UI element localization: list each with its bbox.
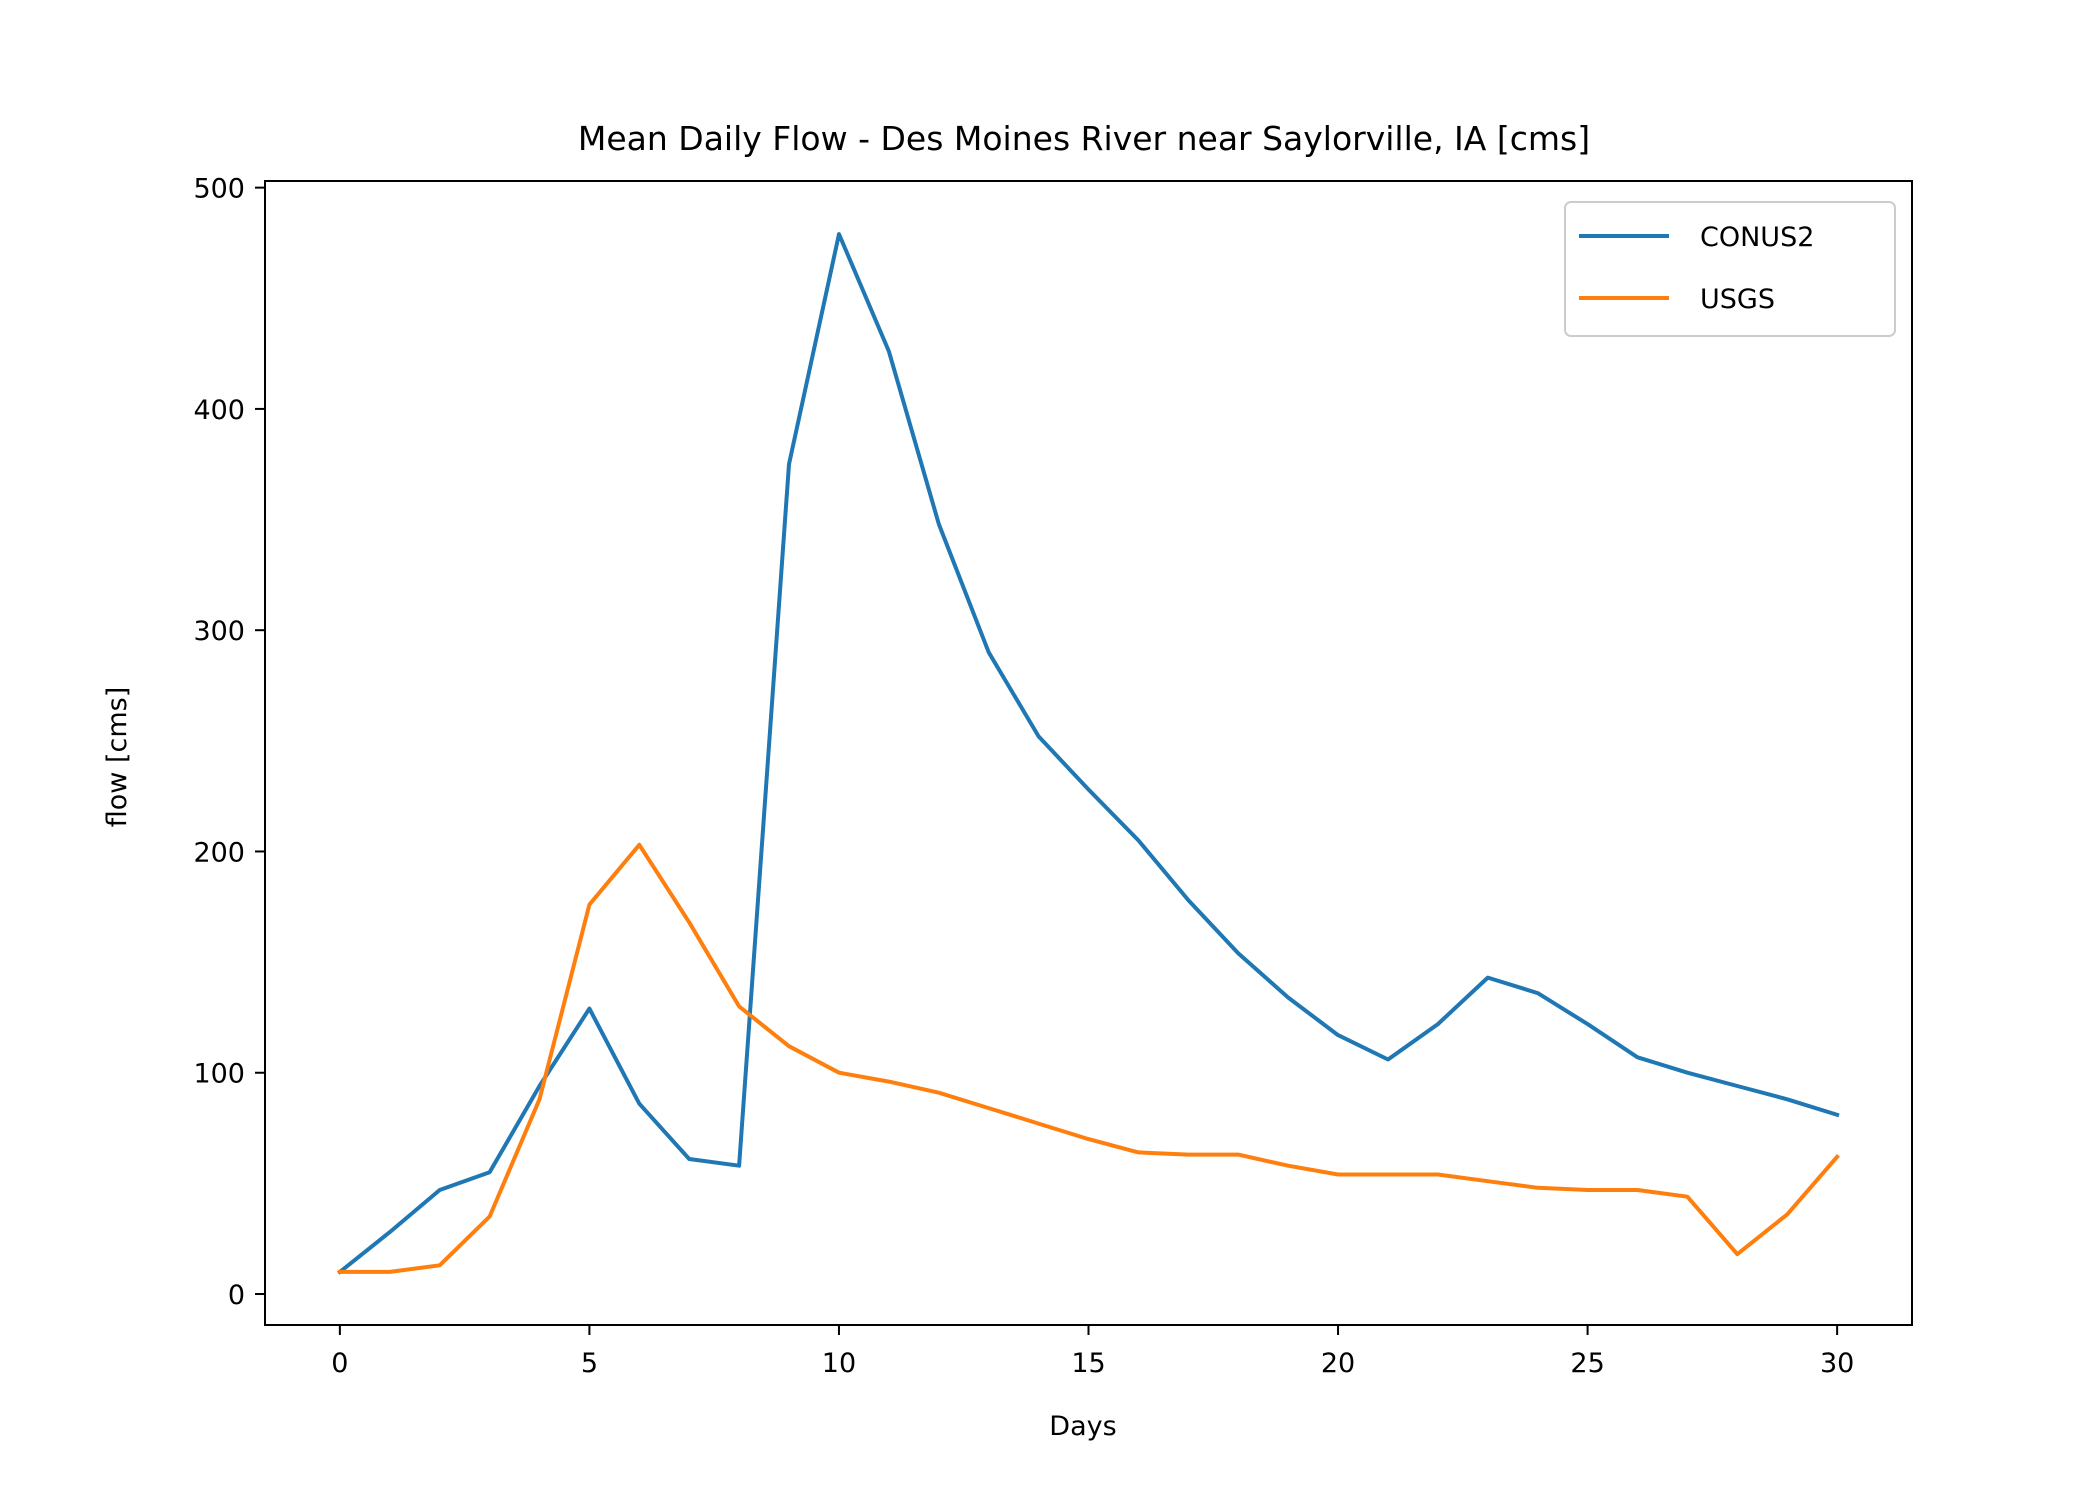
x-axis-title: Days [1049, 1411, 1116, 1442]
y-tick-label: 400 [193, 395, 245, 426]
x-tick-label: 10 [822, 1348, 856, 1379]
y-tick-label: 200 [193, 837, 245, 868]
x-axis: 0 5 10 15 20 25 30 [331, 1325, 1854, 1379]
legend-label-usgs: USGS [1700, 284, 1775, 315]
x-tick-label: 20 [1321, 1348, 1355, 1379]
x-tick-label: 25 [1570, 1348, 1604, 1379]
x-tick-label: 0 [331, 1348, 348, 1379]
series-layer [337, 232, 1840, 1275]
y-axis: 0 100 200 300 400 500 [193, 174, 265, 1311]
y-axis-title: flow [cms] [102, 687, 133, 827]
y-tick-label: 300 [193, 616, 245, 647]
y-tick-label: 0 [228, 1280, 245, 1311]
chart-title: Mean Daily Flow - Des Moines River near … [578, 119, 1590, 158]
x-tick-label: 15 [1071, 1348, 1105, 1379]
legend: CONUS2 USGS [1564, 201, 1896, 337]
y-tick-label: 100 [193, 1059, 245, 1090]
legend-label-conus2: CONUS2 [1700, 222, 1814, 253]
x-tick-label: 30 [1820, 1348, 1854, 1379]
x-tick-label: 5 [581, 1348, 598, 1379]
series-line-usgs [337, 842, 1840, 1274]
y-tick-label: 500 [193, 174, 245, 205]
series-line-conus2 [337, 232, 1840, 1275]
